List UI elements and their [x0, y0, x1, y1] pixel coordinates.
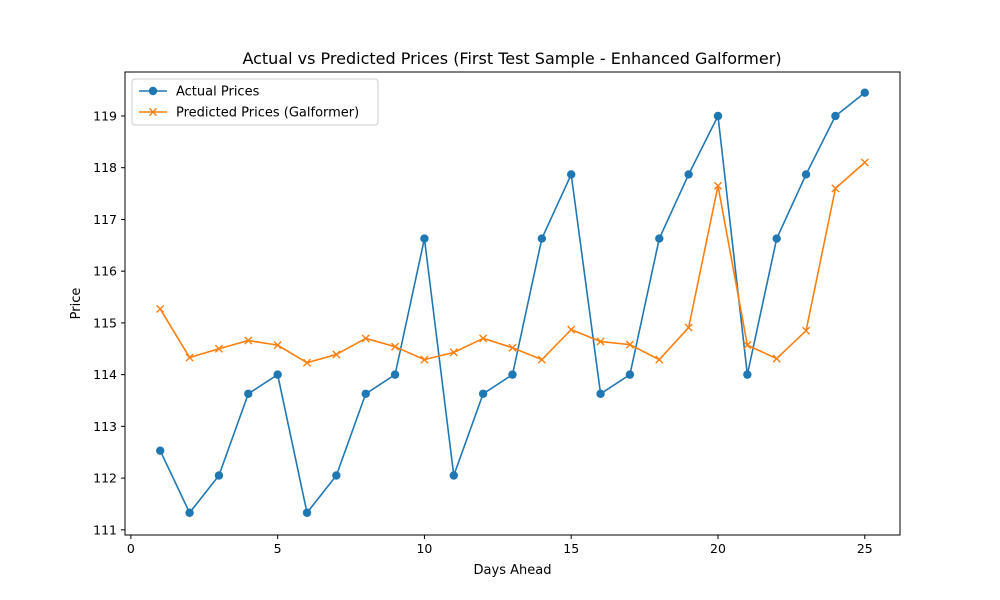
predicted-prices-point [801, 326, 811, 335]
legend-label: Predicted Prices (Galformer) [176, 106, 359, 121]
y-tick-label: 114 [93, 367, 117, 382]
predicted-prices-point [273, 341, 282, 350]
actual-prices-point [655, 234, 664, 243]
predicted-prices-point [508, 343, 517, 352]
plot-area [156, 88, 869, 517]
actual-prices-point [420, 234, 429, 243]
y-tick-label: 117 [93, 212, 117, 227]
y-tick-label: 115 [93, 315, 117, 330]
predicted-prices-point [390, 342, 400, 351]
actual-prices-point [596, 389, 605, 398]
predicted-prices-point [860, 158, 869, 167]
series-actual-prices [156, 88, 869, 517]
actual-prices-point [390, 370, 400, 379]
x-tick-label: 5 [274, 541, 282, 556]
x-tick-label: 15 [563, 541, 579, 556]
predicted-prices-point [244, 336, 253, 345]
predicted-prices-point [655, 355, 664, 364]
actual-prices-point [772, 234, 781, 243]
actual-prices-point [332, 471, 341, 480]
predicted-prices-point [625, 340, 635, 349]
actual-prices-point [860, 88, 869, 97]
y-tick-label: 119 [93, 108, 117, 123]
actual-prices-point [831, 111, 840, 121]
predicted-prices-line [159, 161, 866, 364]
legend-box [131, 78, 379, 126]
actual-prices-point [684, 170, 693, 179]
actual-prices-point [743, 370, 752, 379]
actual-prices-point [508, 370, 517, 379]
predicted-prices-point [596, 337, 605, 346]
actual-prices-point [273, 370, 282, 379]
chart-title: Actual vs Predicted Prices (First Test S… [242, 49, 781, 68]
predicted-prices-point [684, 323, 693, 332]
actual-prices-point [214, 471, 224, 480]
predicted-prices-point [449, 348, 458, 357]
actual-prices-point [156, 446, 165, 455]
y-tick-label: 118 [93, 160, 117, 175]
legend-item-predicted-prices: Predicted Prices (Galformer) [139, 106, 359, 121]
predicted-prices-point [567, 325, 576, 334]
actual-prices-line [159, 92, 866, 514]
actual-prices-point [625, 370, 635, 379]
actual-prices-point [801, 170, 811, 179]
y-tick-label: 116 [93, 264, 117, 279]
y-tick-label: 112 [93, 471, 117, 486]
legend-swatch-marker [148, 107, 158, 117]
predicted-prices-point [537, 355, 546, 364]
x-tick-label: 25 [857, 541, 873, 556]
predicted-prices-point [831, 184, 840, 193]
series-predicted-prices [156, 158, 869, 367]
actual-prices-point [244, 389, 253, 398]
actual-prices-point [361, 389, 370, 398]
predicted-prices-point [713, 181, 723, 190]
axis-ticks: 0 5 10 15 20 25 111 112 113 114 115 116 117 118 119 [93, 108, 873, 556]
predicted-prices-point [361, 334, 370, 343]
predicted-prices-point [156, 304, 165, 314]
x-axis-label: Days Ahead [474, 563, 552, 578]
predicted-prices-point [743, 341, 752, 350]
legend-label: Actual Prices [176, 85, 260, 100]
legend-item-actual-prices: Actual Prices [139, 85, 260, 100]
y-tick-label: 111 [93, 522, 117, 537]
x-tick-label: 20 [710, 541, 726, 556]
actual-prices-point [713, 111, 723, 121]
x-tick-label: 10 [416, 541, 432, 556]
predicted-prices-point [479, 334, 488, 343]
actual-prices-point [567, 170, 576, 179]
predicted-prices-point [420, 355, 429, 364]
legend-swatch-marker [148, 86, 158, 96]
actual-prices-point [302, 508, 312, 517]
predicted-prices-point [214, 344, 224, 353]
y-tick-label: 113 [93, 419, 117, 434]
predicted-prices-point [185, 353, 194, 362]
actual-prices-point [478, 389, 488, 398]
predicted-prices-point [332, 350, 341, 359]
actual-prices-point [449, 471, 458, 480]
legend: Actual Prices Predicted Prices (Galformer… [131, 78, 379, 126]
predicted-prices-point [302, 358, 312, 367]
predicted-prices-point [772, 354, 781, 363]
actual-prices-point [537, 234, 547, 243]
actual-prices-point [185, 508, 194, 517]
x-tick-label: 0 [127, 541, 135, 556]
y-axis-label: Price [69, 288, 84, 320]
axes-frame [124, 71, 901, 536]
